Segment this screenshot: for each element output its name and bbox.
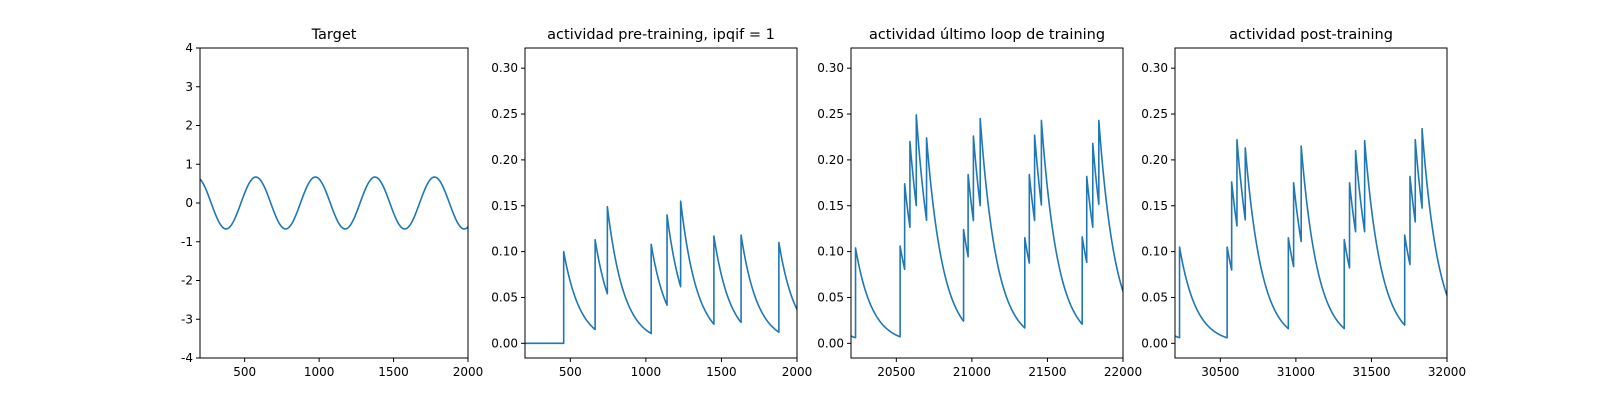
x-tick-label: 2000 [453,365,484,379]
x-tick-label: 1500 [378,365,409,379]
x-tick-label: 1500 [706,365,737,379]
y-tick-label: 0 [185,196,193,210]
x-tick-label: 20500 [877,365,915,379]
subplot-title: actividad último loop de training [869,27,1105,43]
axes-frame [850,47,1124,359]
y-tick-label: 1 [185,157,193,171]
x-tick-label: 21500 [1028,365,1066,379]
y-tick-label: 0.10 [491,245,518,259]
x-tick-label: 1000 [631,365,662,379]
y-tick-label: 4 [185,41,193,55]
x-tick-label: 2000 [782,365,813,379]
y-tick-label: 0.20 [1141,153,1168,167]
y-tick-label: 0.05 [491,290,518,304]
y-tick-label: 0.00 [817,336,844,350]
y-tick-label: 0.10 [1141,245,1168,259]
x-tick-label: 32000 [1428,365,1466,379]
subplot-3: 20500 21000 21500 22000 0.00 0.05 0.10 0.15 0.20… [817,27,1142,379]
axes-frame [1174,47,1448,359]
y-tick-label: -4 [181,351,193,365]
subplot-2: 500 1000 1500 2000 0.00 0.05 0.10 0.15 0.20 0.25 0… [491,27,812,379]
subplot-title: actividad pre-training, ipqif = 1 [547,27,775,43]
x-tick-label: 500 [233,365,256,379]
y-tick-label: 0.00 [1141,336,1168,350]
y-tick-label: 0.05 [1141,290,1168,304]
x-tick-label: 31000 [1277,365,1315,379]
series-line-1 [1175,127,1447,339]
y-tick-label: 0.15 [1141,199,1168,213]
y-tick-label: 0.25 [491,107,518,121]
y-tick-label: 0.25 [1141,107,1168,121]
y-tick-label: 0.20 [491,153,518,167]
x-tick-label: 500 [559,365,582,379]
subplot-1: 500 1000 1500 2000 -4 -3 -2 -1 0 1 2 3 4 Target [181,27,483,379]
x-tick-label: 30500 [1201,365,1239,379]
y-tick-label: 3 [185,80,193,94]
x-tick-label: 1000 [304,365,335,379]
y-tick-label: 0.15 [491,199,518,213]
y-tick-label: 0.00 [491,336,518,350]
x-tick-label: 21000 [953,365,991,379]
y-tick-label: -3 [181,312,193,326]
x-tick-label: 22000 [1104,365,1142,379]
y-tick-label: -2 [181,274,193,288]
y-tick-label: 0.30 [491,61,518,75]
subplot-title: Target [311,27,357,43]
subplot-4: 30500 31000 31500 32000 0.00 0.05 0.10 0.15 0.20… [1141,27,1466,379]
y-tick-label: 0.20 [817,153,844,167]
y-tick-label: 2 [185,119,193,133]
series-line-1 [200,176,468,230]
subplot-title: actividad post-training [1229,27,1393,43]
y-tick-label: 0.25 [817,107,844,121]
y-tick-label: -1 [181,235,193,249]
axes-frame [524,47,798,359]
series-line-1 [525,200,797,345]
y-tick-label: 0.10 [817,245,844,259]
x-tick-label: 31500 [1352,365,1390,379]
y-tick-label: 0.30 [817,61,844,75]
y-tick-label: 0.15 [817,199,844,213]
y-tick-label: 0.30 [1141,61,1168,75]
series-line-1 [851,114,1123,339]
y-tick-label: 0.05 [817,290,844,304]
